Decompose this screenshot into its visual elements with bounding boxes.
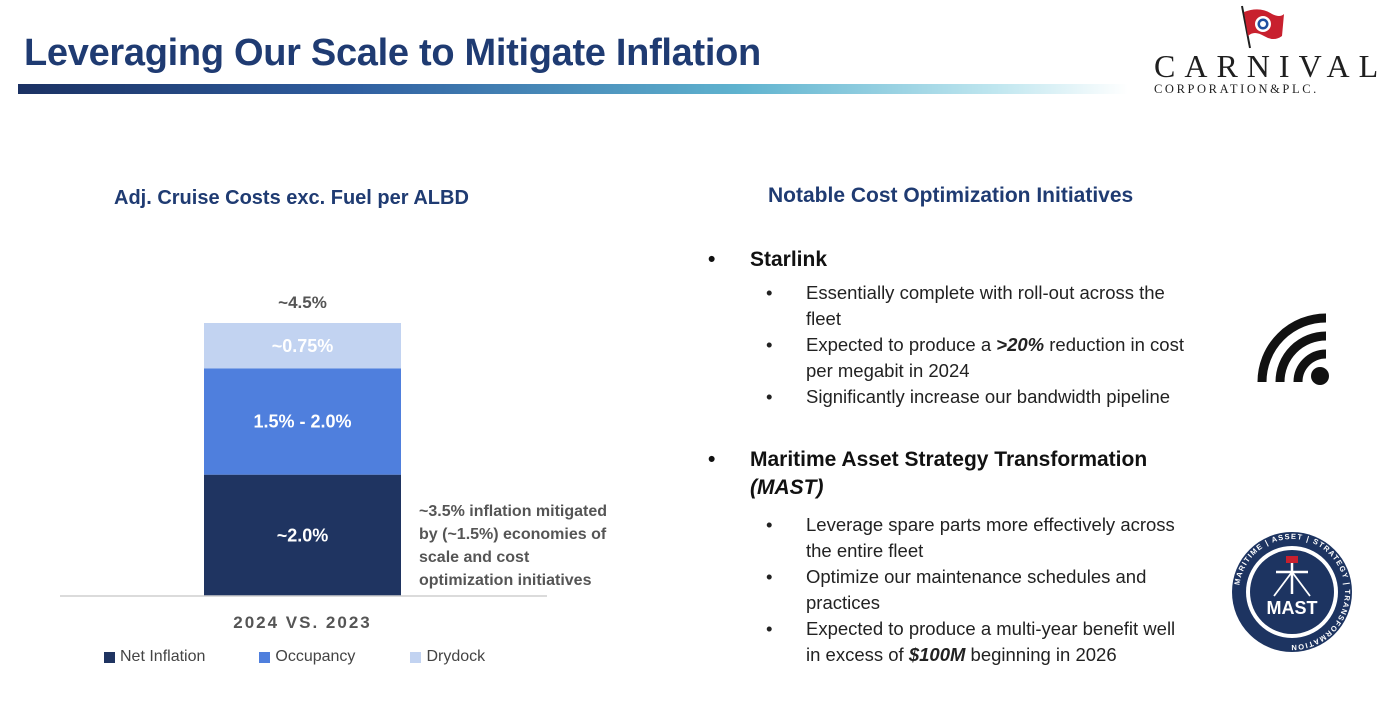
item-text: Expected to produce a multi-year benefit…	[806, 618, 1176, 639]
chart-title: Adj. Cruise Costs exc. Fuel per ALBD	[114, 187, 469, 209]
item-emphasis: $100M	[908, 644, 966, 665]
bullet: •	[766, 282, 773, 303]
bullet: •	[708, 248, 716, 271]
starlink-list: • Essentially complete with roll-out acr…	[708, 280, 1228, 410]
starlink-heading: Starlink	[750, 248, 828, 271]
legend-label: Occupancy	[275, 648, 356, 665]
item-text: in excess of	[806, 644, 909, 665]
bullet: •	[766, 334, 773, 355]
annotation-line: scale and cost	[419, 549, 530, 566]
initiative-heading: • Starlink	[708, 246, 1228, 274]
item-text: Expected to produce a	[806, 334, 997, 355]
list-item: • Significantly increase our bandwidth p…	[708, 384, 1228, 410]
item-emphasis: >20%	[996, 334, 1045, 355]
item-text: practices	[806, 592, 881, 613]
initiative-mast: • Maritime Asset Strategy Transformation…	[708, 446, 1228, 668]
mast-badge-icon: MARITIME | ASSET | STRATEGY | TRANSFORMA…	[1232, 532, 1352, 652]
logo-subtitle: CORPORATION&PLC.	[1154, 82, 1319, 96]
total-label: ~4.5%	[278, 293, 327, 312]
bar-segment-drydock	[204, 323, 401, 369]
bullet: •	[766, 618, 773, 639]
initiative-starlink: • Starlink • Essentially complete with r…	[708, 246, 1228, 410]
page-title: Leveraging Our Scale to Mitigate Inflati…	[24, 32, 761, 74]
bar-segment-net-inflation	[204, 474, 401, 596]
item-text: reduction in cost	[1044, 334, 1184, 355]
carnival-logo: CARNIVAL CORPORATION&PLC.	[1148, 2, 1388, 102]
item-text: beginning in 2026	[965, 644, 1117, 665]
mast-heading-acronym: (MAST)	[750, 476, 824, 499]
item-text: Optimize our maintenance schedules and	[806, 566, 1147, 587]
legend-swatch	[259, 651, 271, 663]
ship-flag-icon	[1241, 5, 1284, 49]
bullet: •	[766, 566, 773, 587]
data-label: 1.5% - 2.0%	[253, 412, 351, 432]
legend-item-occupancy: Occupancy	[259, 648, 355, 666]
item-text: Leverage spare parts more effectively ac…	[806, 514, 1175, 535]
chart-legend: Net Inflation Occupancy Drydock	[104, 648, 485, 666]
legend-item-drydock: Drydock	[410, 648, 485, 666]
annotation-line: optimization initiatives	[419, 572, 592, 589]
item-text: per megabit in 2024	[806, 360, 970, 381]
wifi-signal-icon	[1257, 313, 1329, 385]
bullet: •	[708, 448, 716, 471]
legend-item-net-inflation: Net Inflation	[104, 648, 205, 666]
data-label: ~2.0%	[277, 525, 329, 545]
item-text: the entire fleet	[806, 540, 924, 561]
bullet: •	[766, 514, 773, 535]
mast-heading: Maritime Asset Strategy Transformation	[750, 448, 1148, 471]
list-item: • Optimize our maintenance schedules and…	[708, 564, 1228, 616]
legend-swatch	[104, 651, 115, 663]
legend-label: Drydock	[426, 648, 486, 665]
item-text: Significantly increase our bandwidth pip…	[806, 386, 1171, 407]
x-tick-label: 2024 VS. 2023	[233, 613, 371, 632]
initiative-heading: • Maritime Asset Strategy Transformation…	[708, 446, 1228, 502]
list-item: • Essentially complete with roll-out acr…	[708, 280, 1228, 332]
legend-label: Net Inflation	[120, 648, 206, 665]
list-item: • Leverage spare parts more effectively …	[708, 512, 1228, 564]
initiatives-title: Notable Cost Optimization Initiatives	[768, 184, 1134, 207]
item-text: Essentially complete with roll-out acros…	[806, 282, 1165, 303]
mast-list: • Leverage spare parts more effectively …	[708, 512, 1228, 668]
title-underline-bar	[18, 84, 1128, 94]
list-item: • Expected to produce a >20% reduction i…	[708, 332, 1228, 384]
stacked-bar-chart: ~2.0% 1.5% - 2.0% ~0.75% ~4.5% 2024 VS. 2023…	[60, 293, 607, 632]
legend-swatch	[410, 651, 422, 663]
bullet: •	[766, 386, 773, 407]
list-item: • Expected to produce a multi-year benef…	[708, 616, 1228, 668]
badge-text: MAST	[1267, 598, 1318, 618]
annotation-line: ~3.5% inflation mitigated	[419, 503, 607, 520]
bar-segment-occupancy	[204, 368, 401, 475]
annotation-line: by (~1.5%) economies of	[419, 526, 607, 543]
logo-wordmark: CARNIVAL	[1154, 48, 1388, 84]
item-text: fleet	[806, 308, 841, 329]
data-label: ~0.75%	[272, 336, 334, 356]
